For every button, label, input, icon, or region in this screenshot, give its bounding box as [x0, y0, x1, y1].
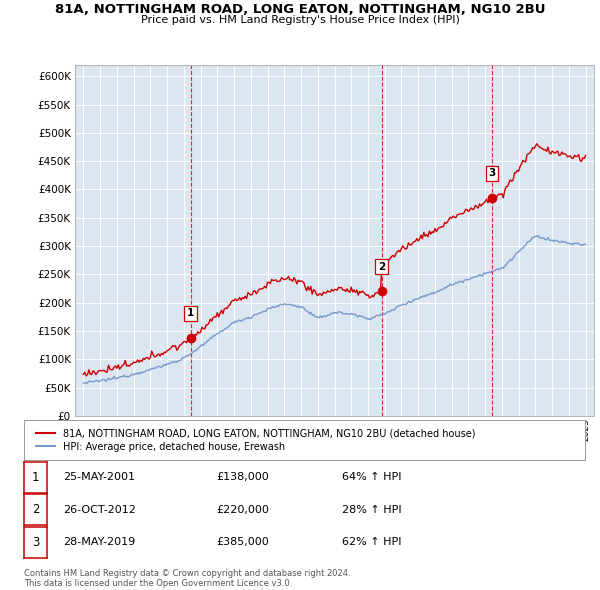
Text: 1: 1	[32, 471, 39, 484]
Text: £138,000: £138,000	[216, 473, 269, 482]
Text: 3: 3	[488, 168, 496, 178]
Text: Contains HM Land Registry data © Crown copyright and database right 2024.
This d: Contains HM Land Registry data © Crown c…	[24, 569, 350, 588]
Text: £385,000: £385,000	[216, 537, 269, 547]
Text: 26-OCT-2012: 26-OCT-2012	[63, 505, 136, 514]
Text: 2: 2	[378, 262, 385, 272]
Text: 81A, NOTTINGHAM ROAD, LONG EATON, NOTTINGHAM, NG10 2BU: 81A, NOTTINGHAM ROAD, LONG EATON, NOTTIN…	[55, 3, 545, 16]
Text: 28% ↑ HPI: 28% ↑ HPI	[342, 505, 401, 514]
Text: 1: 1	[187, 308, 194, 318]
Text: 25-MAY-2001: 25-MAY-2001	[63, 473, 135, 482]
Text: 62% ↑ HPI: 62% ↑ HPI	[342, 537, 401, 547]
Text: 3: 3	[32, 536, 39, 549]
Text: 64% ↑ HPI: 64% ↑ HPI	[342, 473, 401, 482]
Text: 28-MAY-2019: 28-MAY-2019	[63, 537, 135, 547]
Text: Price paid vs. HM Land Registry's House Price Index (HPI): Price paid vs. HM Land Registry's House …	[140, 15, 460, 25]
Legend: 81A, NOTTINGHAM ROAD, LONG EATON, NOTTINGHAM, NG10 2BU (detached house), HPI: Av: 81A, NOTTINGHAM ROAD, LONG EATON, NOTTIN…	[32, 425, 479, 455]
Text: 2: 2	[32, 503, 39, 516]
Text: £220,000: £220,000	[216, 505, 269, 514]
